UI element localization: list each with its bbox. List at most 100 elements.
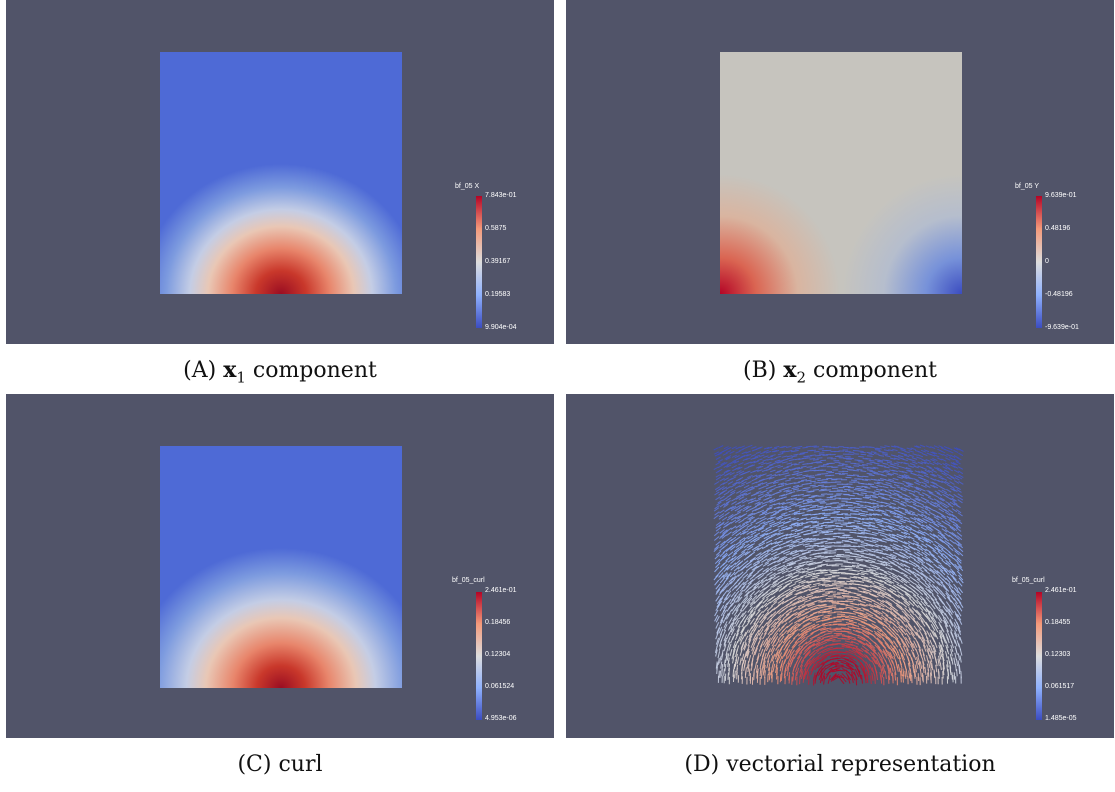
vector-glyph [922,627,928,635]
vector-glyph [844,583,852,585]
vector-glyph [715,527,722,532]
vector-glyph [717,452,723,456]
vector-glyph [888,520,895,524]
vector-glyph [839,607,848,610]
vector-glyph [852,596,860,599]
vector-glyph [934,571,941,577]
vector-glyph [719,604,725,612]
vector-glyph [908,520,916,524]
vector-glyph [896,604,903,611]
vector-glyph [904,643,909,651]
vector-glyph [737,555,743,560]
vector-glyph [897,513,904,517]
vector-glyph [786,561,794,565]
caption-d: (D) vectorial representation [566,752,1114,777]
vector-glyph [901,474,908,478]
vector-glyph [861,674,863,684]
vector-glyph [739,648,743,656]
vector-glyph [756,501,764,506]
vector-glyph [917,567,924,573]
vector-glyph [779,488,786,492]
vector-glyph [930,617,936,624]
vector-glyph [924,667,927,675]
vector-glyph [938,597,944,605]
vector-glyph [778,482,785,486]
vector-glyph [829,673,837,681]
vector-glyph [956,558,962,564]
vector-glyph [923,601,930,608]
vector-glyph [939,469,946,473]
vector-glyph [820,667,827,676]
vector-glyph [855,611,864,616]
vector-glyph [740,472,747,476]
vector-glyph [761,591,769,597]
vector-glyph [822,559,830,561]
vector-glyph [956,669,958,677]
vector-glyph [877,523,884,527]
vector-glyph [891,574,899,580]
vector-glyph [780,577,788,583]
vector-glyph [904,519,911,523]
vector-glyph [753,538,760,543]
vector-glyph [763,535,770,540]
vector-glyph [722,609,728,617]
vector-glyph [852,646,861,652]
vector-glyph [755,593,762,600]
vector-glyph [880,474,887,477]
vector-glyph [921,606,928,613]
vector-glyph [809,585,817,589]
vector-glyph [729,578,736,585]
vector-glyph [806,518,813,521]
vector-glyph [864,522,871,525]
vector-glyph [932,513,939,518]
vector-glyph [956,519,963,525]
vector-glyph [921,648,925,657]
vector-glyph [864,548,872,551]
vector-glyph [928,604,934,612]
vector-glyph [814,599,822,603]
vector-glyph [912,602,919,608]
vector-glyph [916,573,924,579]
panel-d: bf_05_curl 2.461e-01 0.18455 0.12303 0.0… [566,394,1114,738]
vector-glyph [810,531,818,534]
vector-glyph [778,625,785,632]
vector-glyph [845,536,853,539]
colorbar-tick-d-1: 0.18455 [1045,619,1071,626]
vector-glyph [857,518,865,521]
vector-glyph [797,493,804,496]
vector-glyph [770,611,777,618]
vector-glyph [922,453,928,457]
vector-glyph [729,491,736,496]
vector-glyph [769,500,776,504]
vector-glyph [897,454,904,458]
vector-glyph [865,579,873,583]
vector-glyph [906,447,912,451]
vector-glyph [949,526,956,532]
vector-glyph [934,622,939,630]
vector-glyph [925,606,931,614]
vector-glyph [806,632,814,639]
vector-glyph [870,494,877,497]
vector-glyph [725,648,729,656]
vector-glyph [774,521,782,525]
vector-glyph [812,504,819,507]
vector-glyph [749,591,756,597]
vector-glyph [718,491,724,496]
vector-glyph [950,644,954,653]
vector-glyph [741,481,747,485]
vector-glyph [719,619,724,627]
vector-glyph [872,652,879,660]
vector-glyph [803,599,812,603]
vector-glyph [738,470,745,474]
vector-glyph [809,639,817,645]
vector-glyph [726,594,731,601]
vector-glyph [913,547,921,553]
vector-glyph [738,589,744,596]
vector-glyph [949,606,954,614]
vector-glyph [715,595,720,602]
vector-glyph [850,548,858,550]
vector-glyph [763,455,769,458]
vector-glyph [751,647,756,655]
vector-glyph [843,628,852,631]
vector-glyph [948,474,955,479]
